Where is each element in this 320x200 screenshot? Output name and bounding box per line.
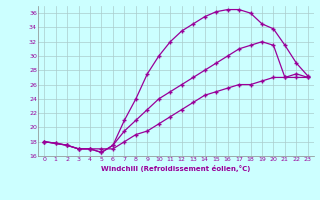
X-axis label: Windchill (Refroidissement éolien,°C): Windchill (Refroidissement éolien,°C) (101, 165, 251, 172)
